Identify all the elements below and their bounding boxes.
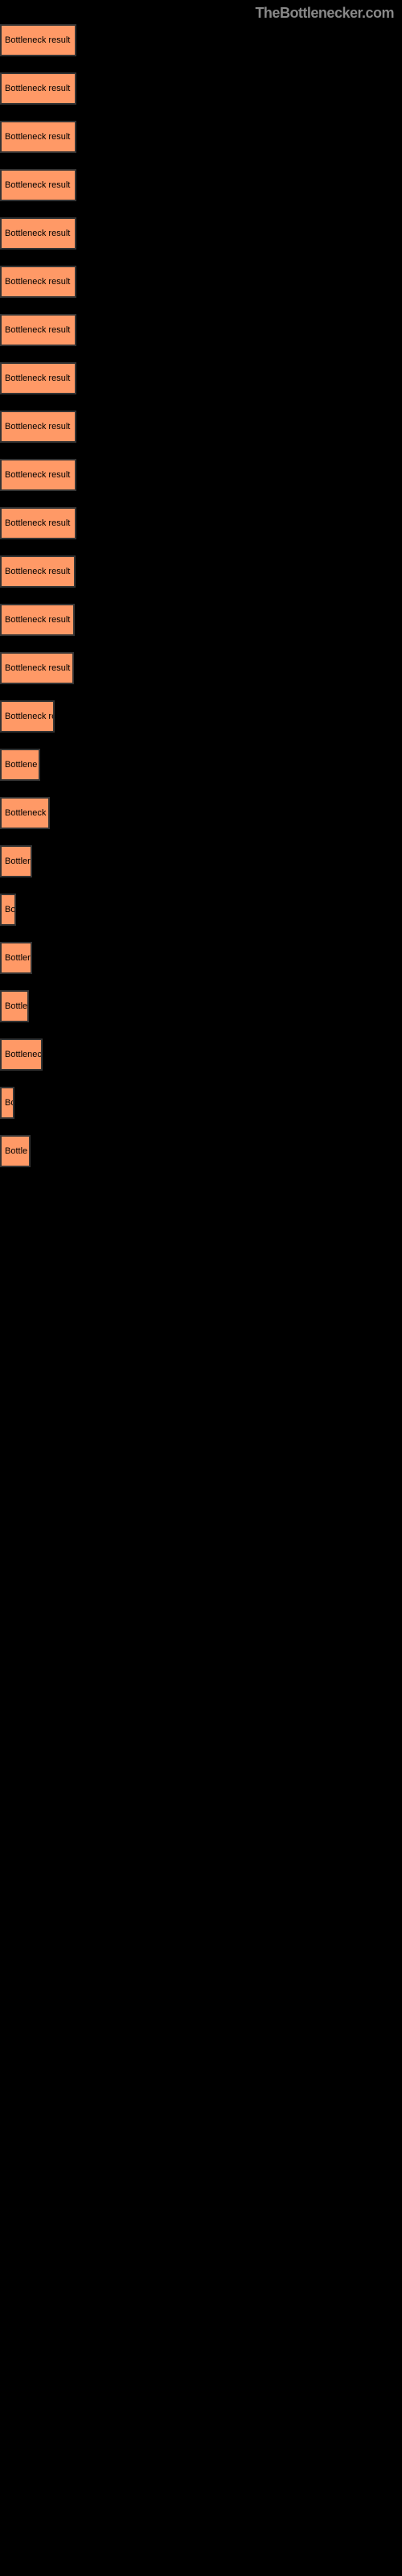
bottleneck-result-button[interactable]: Bottler <box>0 942 32 974</box>
bottleneck-result-button[interactable]: Bottlene <box>0 749 40 781</box>
bottleneck-result-button[interactable]: Bottleneck result <box>0 266 76 298</box>
bottleneck-result-button[interactable]: Bottler <box>0 845 32 877</box>
brand-header: TheBottlenecker.com <box>255 5 394 22</box>
bottleneck-result-button[interactable]: Bottleneck result <box>0 411 76 443</box>
bottleneck-result-button[interactable]: Bottleneck r <box>0 797 50 829</box>
bottleneck-result-button[interactable]: Bottleneck result <box>0 314 76 346</box>
bottleneck-result-button[interactable]: Bottleneck result <box>0 555 76 588</box>
bottleneck-result-button[interactable]: Bottlenec <box>0 1038 43 1071</box>
bottleneck-result-button[interactable]: Bottleneck result <box>0 604 75 636</box>
bottleneck-result-button[interactable]: Bottleneck result <box>0 24 76 56</box>
bottleneck-result-button[interactable]: Bottleneck result <box>0 507 76 539</box>
bottleneck-result-button[interactable]: Bottle <box>0 1135 31 1167</box>
bottleneck-result-button[interactable]: Bottleneck result <box>0 217 76 250</box>
bottleneck-result-button[interactable]: Bottleneck result <box>0 121 76 153</box>
bottleneck-result-button[interactable]: Bo <box>0 1087 14 1119</box>
bottleneck-result-button[interactable]: Bo <box>0 894 16 926</box>
bottleneck-result-button[interactable]: Bottleneck result <box>0 652 74 684</box>
bottleneck-result-button[interactable]: Bottleneck result <box>0 169 76 201</box>
buttons-container: Bottleneck result Bottleneck result Bottle… <box>0 24 402 1183</box>
bottleneck-result-button[interactable]: Bottleneck re <box>0 700 55 733</box>
bottleneck-result-button[interactable]: Bottle <box>0 990 29 1022</box>
bottleneck-result-button[interactable]: Bottleneck result <box>0 459 76 491</box>
bottleneck-result-button[interactable]: Bottleneck result <box>0 72 76 105</box>
bottleneck-result-button[interactable]: Bottleneck result <box>0 362 76 394</box>
